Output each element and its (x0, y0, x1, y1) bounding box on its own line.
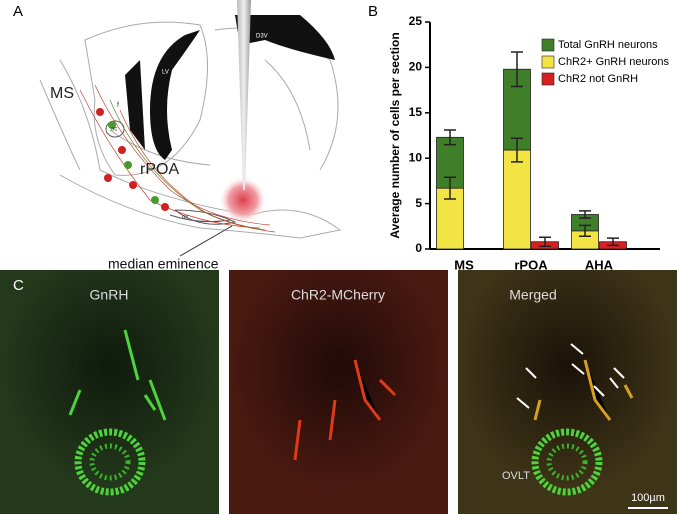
ventricle (150, 30, 200, 160)
region-label: MS (50, 85, 74, 102)
error-bar (444, 176, 456, 200)
error-bar (579, 210, 591, 219)
annotation: OVLT (502, 470, 530, 482)
neurons (79, 84, 276, 233)
scale-bar-label: 100µm (631, 492, 665, 504)
error-bar (511, 137, 523, 163)
fornix (125, 60, 145, 150)
error-bar (579, 224, 591, 238)
neuron-somata (96, 108, 169, 211)
micrograph (458, 270, 677, 514)
small-label: f (117, 102, 119, 109)
ventricle (235, 15, 335, 60)
x-tick-label: MS (454, 257, 474, 272)
legend-swatch (541, 72, 555, 86)
legend-label: ChR2+ GnRH neurons (558, 56, 669, 68)
y-tick-label: 0 (415, 241, 422, 255)
y-tick-label: 20 (409, 60, 423, 74)
small-label: D3V (256, 34, 268, 40)
pointer (179, 225, 233, 257)
error-bar (444, 129, 456, 146)
error-bar (607, 237, 619, 247)
legend-label: Total GnRH neurons (558, 39, 658, 51)
y-axis-label: Average number of cells per section (388, 32, 402, 238)
error-bar (539, 236, 551, 248)
y-tick-label: 5 (415, 196, 422, 210)
error-bar (511, 51, 523, 88)
image-title: Merged (509, 287, 556, 303)
light-spot (219, 176, 267, 224)
optic-fiber (237, 0, 251, 190)
y-tick-label: 25 (409, 14, 423, 28)
small-label: ox (182, 215, 188, 221)
image-title: ChR2-MCherry (291, 287, 385, 303)
fluorescence (68, 329, 634, 496)
y-tick-label: 10 (409, 150, 423, 164)
panel-label: A (13, 3, 23, 20)
legend-label: ChR2 not GnRH (558, 73, 638, 85)
region-label: rPOA (140, 161, 179, 178)
image-title: GnRH (90, 287, 129, 303)
small-label: ac (111, 127, 117, 133)
small-label: LV (162, 70, 169, 76)
x-tick-label: rPOA (514, 257, 548, 272)
y-tick-label: 15 (409, 105, 423, 119)
bar-segment (503, 149, 531, 250)
panel-a (39, 21, 342, 239)
arrows (516, 343, 625, 409)
legend-swatch (541, 55, 555, 69)
legend-swatch (541, 38, 555, 52)
chart: 0 5 10 15 20 25 Average number of cells per se… (388, 14, 669, 272)
panel-label: B (368, 3, 378, 20)
annotation: median eminence (108, 256, 219, 272)
x-tick-label: AHA (585, 257, 614, 272)
micrograph (0, 270, 219, 514)
micrograph (229, 270, 448, 514)
panel-label: C (13, 277, 24, 294)
